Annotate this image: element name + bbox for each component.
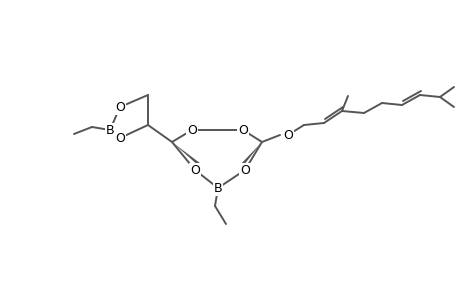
Text: O: O <box>115 100 125 113</box>
Text: O: O <box>187 124 196 136</box>
Text: O: O <box>238 124 247 136</box>
Text: O: O <box>240 164 249 176</box>
Text: O: O <box>282 128 292 142</box>
Text: B: B <box>106 124 114 136</box>
Text: O: O <box>115 131 125 145</box>
Text: B: B <box>213 182 222 194</box>
Text: O: O <box>190 164 200 176</box>
Polygon shape <box>172 142 201 166</box>
Polygon shape <box>241 142 262 166</box>
